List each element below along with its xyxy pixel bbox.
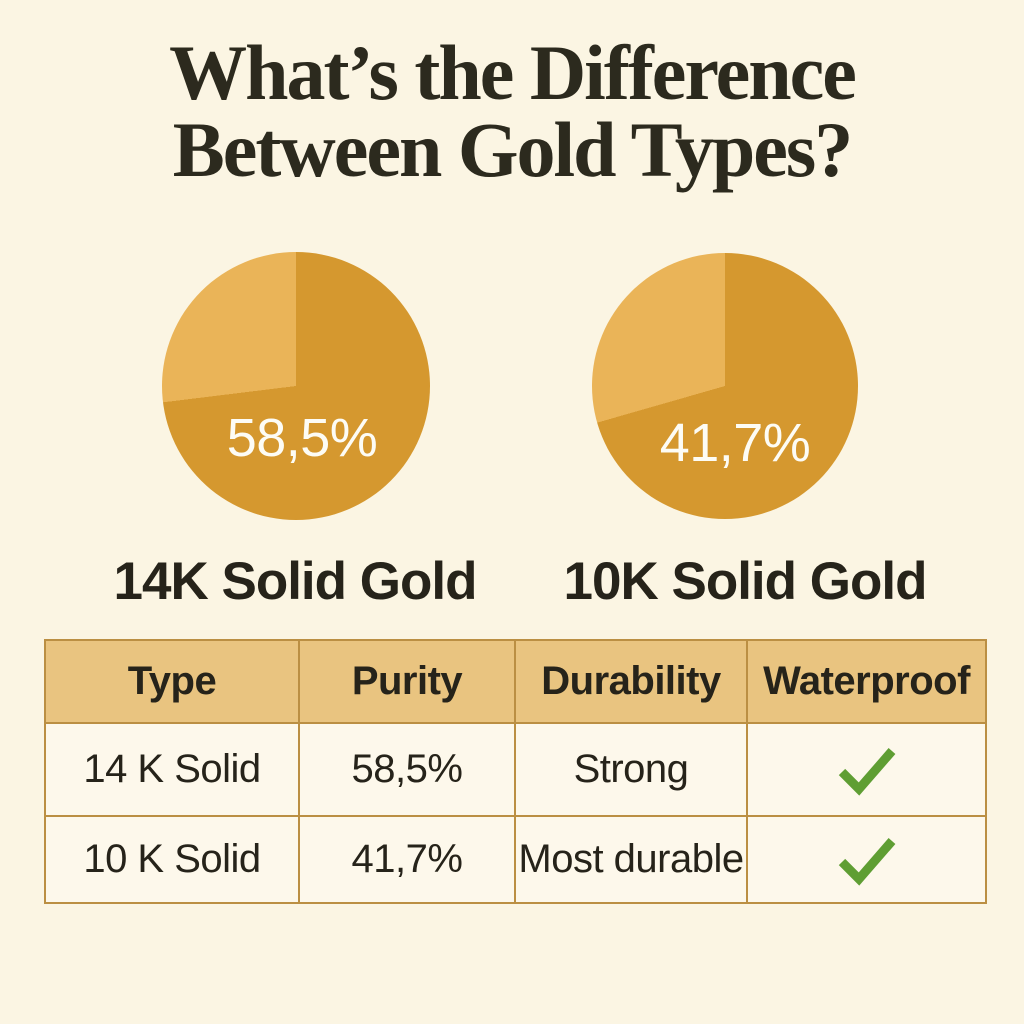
title-line-1: What’s the Difference bbox=[169, 29, 857, 116]
pie-chart-14k-gold: 58,5% bbox=[162, 252, 430, 520]
header-purity: Purity bbox=[298, 639, 516, 724]
header-waterproof: Waterproof bbox=[746, 639, 987, 724]
header-type: Type bbox=[44, 639, 300, 724]
table-row-10k: 10 K Solid 41,7% Most durable bbox=[44, 815, 987, 904]
pie-caption-14k-gold: 14K Solid Gold bbox=[113, 552, 478, 611]
pie-caption-10k-gold: 10K Solid Gold bbox=[563, 552, 928, 611]
cell-waterproof-10k bbox=[746, 815, 987, 904]
cell-durability-10k: Most durable bbox=[514, 815, 748, 904]
cell-type-14k: 14 K Solid bbox=[44, 722, 300, 817]
pie-value-label-10k: 41,7% bbox=[659, 413, 811, 473]
cell-durability-14k: Strong bbox=[514, 722, 748, 817]
header-durability: Durability bbox=[514, 639, 748, 724]
cell-waterproof-14k bbox=[746, 722, 987, 817]
check-icon bbox=[838, 837, 895, 886]
cell-type-10k: 10 K Solid bbox=[44, 815, 300, 904]
cell-purity-10k: 41,7% bbox=[298, 815, 516, 904]
table-header-row: Type Purity Durability Waterproof bbox=[44, 639, 987, 724]
check-icon bbox=[838, 747, 895, 796]
page-title: What’s the Difference Between Gold Types… bbox=[0, 29, 1024, 193]
cell-purity-14k: 58,5% bbox=[298, 722, 516, 817]
pie-chart-10k-gold: 41,7% bbox=[592, 253, 858, 519]
pie-value-label-14k: 58,5% bbox=[226, 408, 378, 468]
comparison-table: Type Purity Durability Waterproof 14 K S… bbox=[44, 639, 987, 904]
table-row-14k: 14 K Solid 58,5% Strong bbox=[44, 722, 987, 817]
title-line-2: Between Gold Types? bbox=[172, 106, 853, 193]
